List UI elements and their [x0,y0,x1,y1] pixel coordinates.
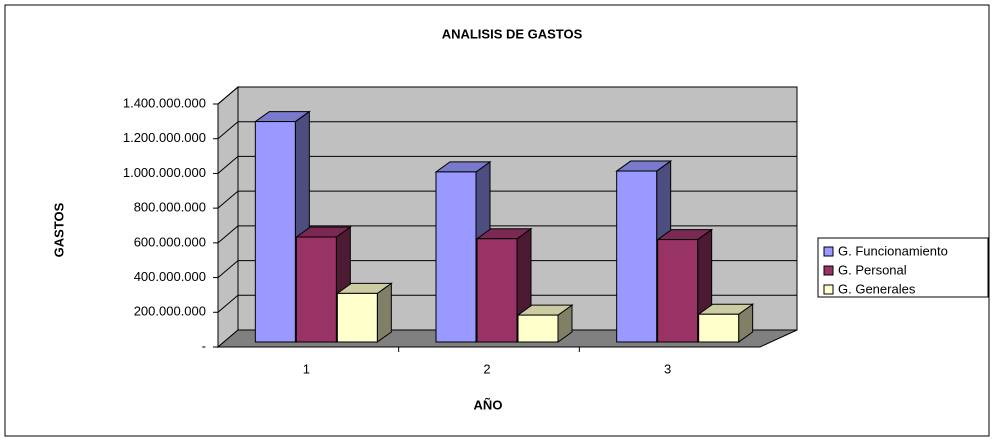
legend-label: G. Funcionamiento [838,243,948,258]
legend-label: G. Personal [838,262,907,277]
grid-line [217,121,797,140]
chart-title: ANALISIS DE GASTOS [442,26,583,41]
y-tick-label: 1.400.000.000 [123,95,206,110]
bar [657,239,699,343]
grid-line [217,260,797,278]
x-tick-label: 1 [303,361,310,376]
bar [616,170,658,343]
bar [295,236,337,343]
y-axis-label: GASTOS [51,202,66,257]
bar [476,238,518,343]
y-tick-label: 400.000.000 [134,269,206,284]
y-tick-label: - [202,338,206,353]
bar [698,313,740,343]
bar [435,171,477,343]
legend-swatch [823,265,834,276]
y-tick-label: 800.000.000 [134,200,206,215]
y-tick-label: 200.000.000 [134,304,206,319]
x-tick-label: 2 [483,361,490,376]
grid-line [217,86,797,105]
side-wall [217,85,239,349]
y-tick-label: 1.200.000.000 [123,130,206,145]
legend-swatch [823,246,834,257]
bar [336,292,378,343]
grid-line [217,225,797,244]
bar [517,314,559,343]
grid-line [217,294,797,313]
grid-line [217,155,797,174]
x-axis-label: AÑO [474,397,503,412]
grid-line [217,190,797,209]
y-tick-label: 1.000.000.000 [123,165,206,180]
x-tick-label: 3 [664,361,671,376]
legend-box [817,237,989,298]
legend-swatch [823,284,834,295]
bar [254,121,296,343]
legend-label: G. Generales [838,281,916,296]
y-tick-label: 600.000.000 [134,234,206,249]
